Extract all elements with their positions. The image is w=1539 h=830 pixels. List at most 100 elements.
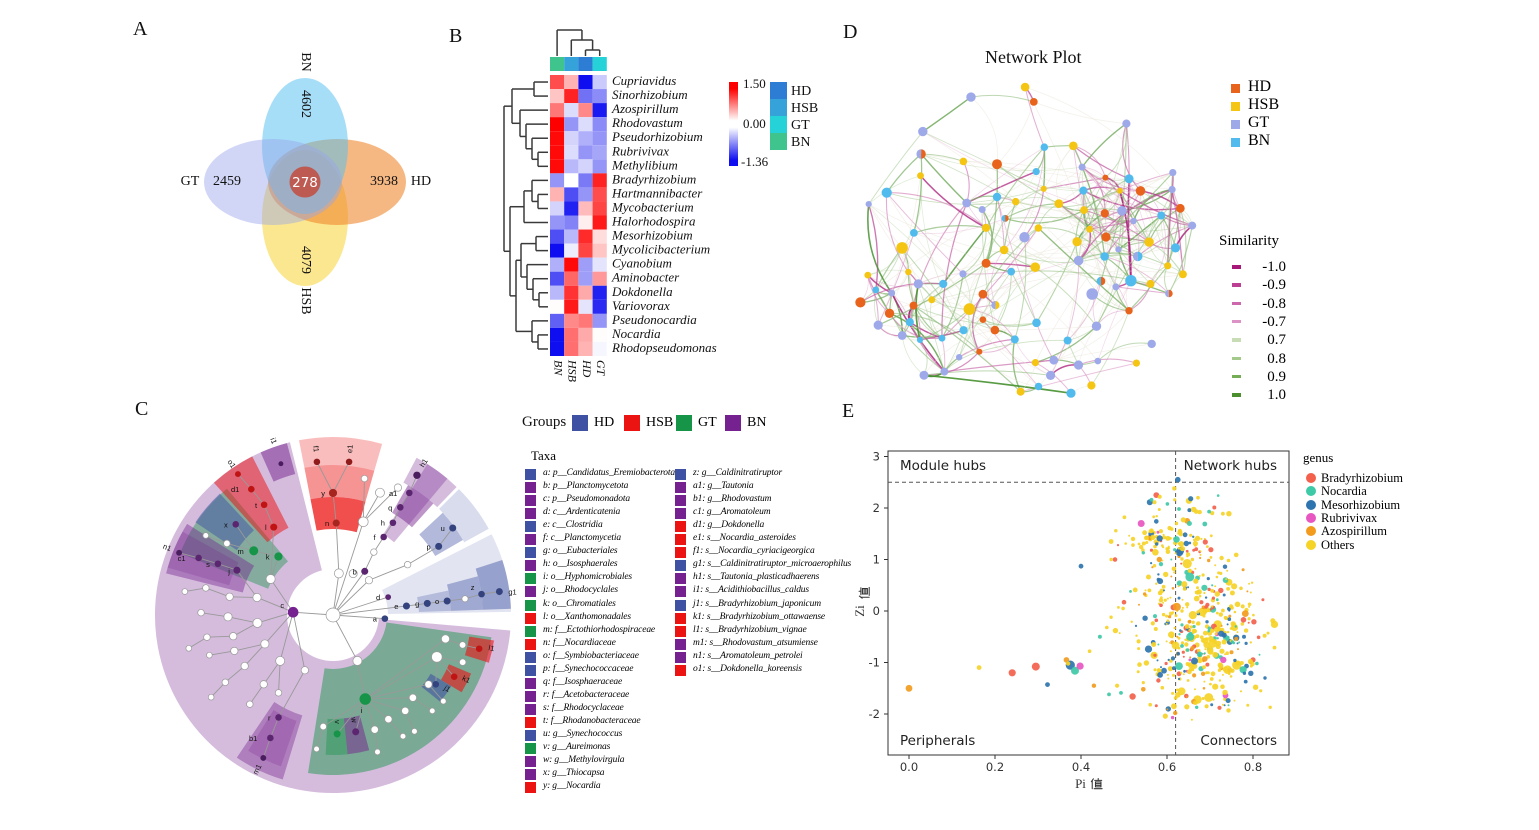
zipi-point	[1221, 511, 1225, 516]
network-edge	[919, 175, 987, 229]
zipi-point	[1221, 673, 1224, 676]
zipi-point	[1202, 609, 1208, 614]
zipi-point	[1171, 611, 1175, 614]
heatmap-row-label: Mycolicibacterium	[611, 242, 710, 257]
cladogram-node	[267, 734, 274, 742]
cladogram-node	[459, 658, 467, 666]
zipi-point	[1150, 534, 1156, 541]
cladogram-branch	[237, 473, 252, 490]
zipi-point	[1248, 670, 1254, 676]
zipi-point	[1182, 673, 1185, 676]
zipi-point	[1148, 529, 1153, 534]
network-edge	[868, 203, 1051, 376]
heatmap-cell	[564, 145, 579, 160]
network-edge	[1137, 225, 1193, 257]
network-node	[1175, 203, 1185, 213]
network-node	[873, 320, 883, 330]
zipi-point	[1138, 603, 1140, 606]
taxa-label: w: g__Methylovirgula	[543, 755, 625, 766]
taxa-swatch	[525, 677, 536, 689]
zipi-point	[1169, 641, 1171, 644]
cladogram-branch	[438, 527, 454, 547]
zipi-point	[1130, 536, 1136, 542]
zipi-point	[1251, 619, 1257, 625]
taxa-label: e1: s__Nocardia_asteroides	[693, 533, 796, 544]
zipi-point	[1122, 515, 1127, 520]
cladogram-node	[364, 576, 374, 585]
zipi-point	[1115, 683, 1120, 688]
network-node	[1091, 321, 1102, 331]
zipi-point	[1208, 547, 1214, 553]
network-node	[956, 354, 963, 361]
zipi-point	[1200, 671, 1206, 676]
heatmap-cell	[592, 201, 607, 216]
zipi-point	[1178, 633, 1181, 636]
network-edge	[982, 319, 1039, 387]
cladogram-branch	[269, 717, 279, 739]
heatmap-cell	[564, 229, 579, 244]
heatmap-cell	[592, 187, 607, 202]
network-edge	[1115, 286, 1169, 295]
heatmap-legend-swatch-GT	[770, 116, 787, 133]
zipi-y-tick-label: 3	[873, 450, 880, 464]
heatmap-cell	[592, 89, 607, 104]
zipi-point	[1173, 548, 1177, 552]
zipi-point	[1185, 602, 1190, 607]
taxa-swatch	[525, 469, 536, 480]
zipi-point	[1156, 535, 1163, 542]
network-edge	[1076, 241, 1183, 275]
zipi-point	[1188, 628, 1192, 632]
cladogram-node-label: y	[321, 489, 325, 498]
zipi-point	[1163, 589, 1165, 592]
zipi-point	[1156, 556, 1163, 563]
network-edge	[886, 192, 987, 229]
zipi-point	[1191, 668, 1195, 672]
zipi-point	[1266, 631, 1270, 635]
network-node	[1125, 275, 1137, 287]
zipi-point	[1187, 568, 1193, 573]
zipi-point	[1176, 580, 1183, 586]
zipi-point	[1137, 662, 1142, 667]
network-edge	[963, 260, 1079, 331]
cladogram-branch	[250, 488, 265, 506]
network-edge	[1010, 145, 1074, 272]
zipi-point	[1202, 665, 1206, 669]
zipi-point	[1167, 658, 1170, 662]
heatmap-cell	[550, 159, 565, 174]
network-node	[1040, 185, 1047, 192]
taxa-swatch	[525, 586, 536, 598]
zipi-point	[1225, 698, 1231, 704]
network-group-label: HD	[1248, 78, 1272, 95]
zipi-point	[1229, 604, 1234, 609]
network-edge	[979, 339, 1068, 353]
zipi-point	[1165, 706, 1172, 712]
heatmap-cell	[578, 299, 593, 314]
zipi-point	[1170, 558, 1173, 561]
zipi-point	[1076, 662, 1084, 670]
heatmap-cell	[550, 327, 565, 342]
zipi-point	[1212, 683, 1219, 690]
heatmap-row-label: Methylibium	[611, 157, 678, 172]
taxa-swatch	[675, 586, 686, 598]
zipi-point	[1224, 653, 1226, 656]
heatmap-cell	[592, 75, 607, 90]
zipi-point	[1194, 567, 1197, 570]
zipi-y-axis-label: Zi	[852, 605, 867, 617]
cladogram-node	[352, 656, 363, 666]
heatmap-cell	[550, 341, 565, 356]
network-edge	[959, 260, 1079, 358]
network-edge	[1128, 265, 1169, 312]
zipi-x-tick-label: 0.4	[1072, 760, 1090, 774]
heatmap-cell	[550, 89, 565, 104]
venn-set-count-HD: 3938	[370, 174, 398, 189]
zipi-point	[1231, 583, 1238, 590]
heatmap-cell	[550, 285, 565, 300]
zipi-legend-swatch-Rubrivivax	[1306, 512, 1316, 523]
zipi-point	[1162, 533, 1165, 536]
cladogram-branch	[368, 564, 408, 581]
cladogram-wedge	[383, 464, 448, 543]
cladogram-branch	[332, 461, 350, 494]
zipi-point	[1129, 693, 1136, 700]
heatmap-cell	[578, 313, 593, 328]
cladogram-branch	[332, 614, 358, 662]
